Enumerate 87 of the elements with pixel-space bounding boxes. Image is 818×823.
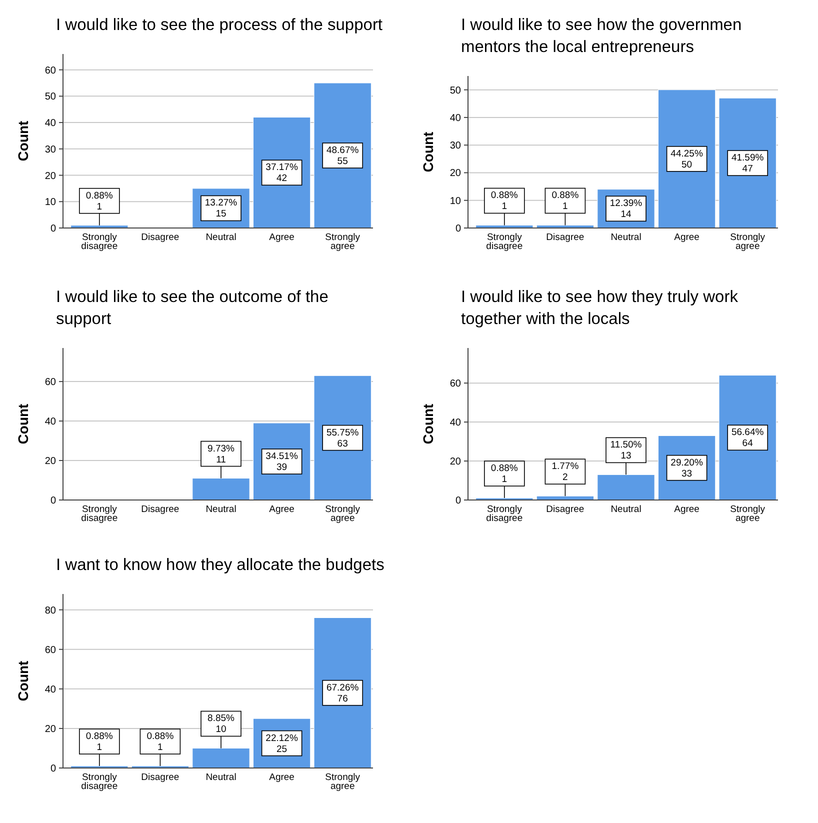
x-tick-label: Neutral — [610, 232, 642, 243]
chart-title: I would like to see the process of the support — [56, 16, 383, 34]
y-tick-label: 60 — [44, 644, 56, 656]
data-label: 44.25% 50 — [670, 148, 704, 170]
x-tick-label: Strongly disagree — [81, 772, 118, 792]
y-axis-title: Count — [15, 660, 31, 702]
y-tick-label: 0 — [50, 764, 56, 774]
y-tick-label: 0 — [455, 496, 462, 506]
x-tick-label: Strongly disagree — [486, 232, 523, 252]
y-tick-label: 40 — [450, 418, 462, 429]
x-tick-label: Agree — [269, 772, 294, 783]
x-tick-label: Agree — [269, 504, 294, 515]
y-tick-label: 0 — [50, 224, 56, 234]
x-tick-label: Strongly agree — [730, 504, 766, 524]
x-tick-label: Strongly agree — [325, 232, 360, 252]
data-label: 67.26% 76 — [326, 682, 360, 704]
y-tick-label: 10 — [450, 196, 462, 207]
y-tick-label: 30 — [44, 144, 56, 156]
data-label: 55.75% 63 — [326, 427, 360, 450]
x-tick-label: Strongly disagree — [81, 232, 118, 252]
x-tick-label: Disagree — [141, 772, 180, 783]
y-tick-label: 60 — [450, 378, 462, 390]
data-label: 37.17% 42 — [266, 162, 298, 184]
x-tick-label: Neutral — [206, 772, 236, 783]
y-tick-label: 60 — [44, 377, 56, 388]
x-tick-label: Agree — [269, 232, 294, 243]
x-tick-label: Disagree — [546, 232, 584, 243]
y-tick-label: 20 — [44, 724, 56, 735]
y-tick-label: 40 — [44, 684, 56, 696]
data-label: 13.27% 15 — [204, 198, 238, 220]
x-tick-label: Strongly agree — [730, 232, 766, 252]
data-label: 0.88% 1 — [86, 190, 114, 212]
y-tick-label: 10 — [44, 197, 56, 208]
x-tick-label: Strongly disagree — [81, 504, 118, 524]
x-tick-label: Disagree — [141, 232, 180, 243]
y-tick-label: 40 — [44, 416, 56, 428]
y-axis-title: Count — [420, 403, 436, 444]
y-tick-label: 40 — [44, 118, 56, 130]
chart-title: I would like to see how the governmen mentors the local entrepreneurs — [461, 16, 742, 56]
y-axis-title: Count — [420, 131, 436, 172]
chart-title: I would like to see how they truly work together with the locals — [461, 288, 739, 328]
x-tick-label: Strongly agree — [325, 772, 360, 792]
data-label: 0.88% 1 — [490, 190, 518, 212]
chart-title: I want to know how they allocate the budgets — [56, 556, 384, 574]
chart-title: I would like to see the outcome of the support — [56, 288, 328, 328]
data-label: 56.64% 64 — [731, 427, 764, 450]
y-tick-label: 40 — [450, 112, 462, 124]
bar — [314, 617, 372, 768]
x-tick-label: Agree — [674, 504, 700, 515]
x-tick-label: Neutral — [206, 232, 236, 243]
bar — [192, 478, 250, 500]
bar — [192, 748, 250, 768]
x-tick-label: Disagree — [141, 504, 180, 515]
x-tick-label: Neutral — [206, 504, 236, 515]
data-label: 41.59% 47 — [731, 152, 764, 175]
x-tick-label: Disagree — [546, 504, 584, 515]
data-label: 48.67% 55 — [326, 145, 360, 167]
data-label: 1.77% 2 — [552, 461, 580, 484]
data-label: 34.51% 39 — [266, 451, 298, 474]
data-label: 9.73% 11 — [208, 443, 236, 466]
y-tick-label: 30 — [450, 140, 462, 152]
data-label: 0.88% 1 — [552, 190, 580, 212]
y-tick-label: 0 — [50, 496, 56, 506]
data-label: 0.88% 1 — [86, 731, 114, 754]
y-tick-label: 80 — [44, 605, 56, 616]
y-axis-title: Count — [15, 403, 31, 444]
y-axis-title: Count — [15, 120, 31, 162]
data-label: 0.88% 1 — [146, 731, 174, 754]
x-tick-label: Agree — [674, 232, 700, 243]
data-label: 8.85% 10 — [208, 713, 236, 736]
y-tick-label: 20 — [44, 456, 56, 468]
y-tick-label: 20 — [450, 456, 462, 468]
data-label: 22.12% 25 — [266, 732, 298, 755]
y-tick-label: 60 — [44, 65, 56, 76]
y-tick-label: 20 — [450, 168, 462, 180]
data-label: 0.88% 1 — [490, 463, 518, 486]
x-tick-label: Neutral — [610, 504, 642, 515]
x-tick-label: Strongly agree — [325, 504, 360, 524]
data-label: 29.20% 33 — [670, 457, 704, 480]
x-tick-label: Strongly disagree — [486, 504, 523, 524]
data-label: 11.50% 13 — [610, 440, 642, 462]
data-label: 12.39% 14 — [610, 198, 643, 220]
y-tick-label: 20 — [44, 170, 56, 182]
y-tick-label: 50 — [44, 92, 56, 103]
y-tick-label: 50 — [450, 85, 462, 96]
bar — [597, 474, 655, 500]
y-tick-label: 0 — [455, 224, 462, 234]
